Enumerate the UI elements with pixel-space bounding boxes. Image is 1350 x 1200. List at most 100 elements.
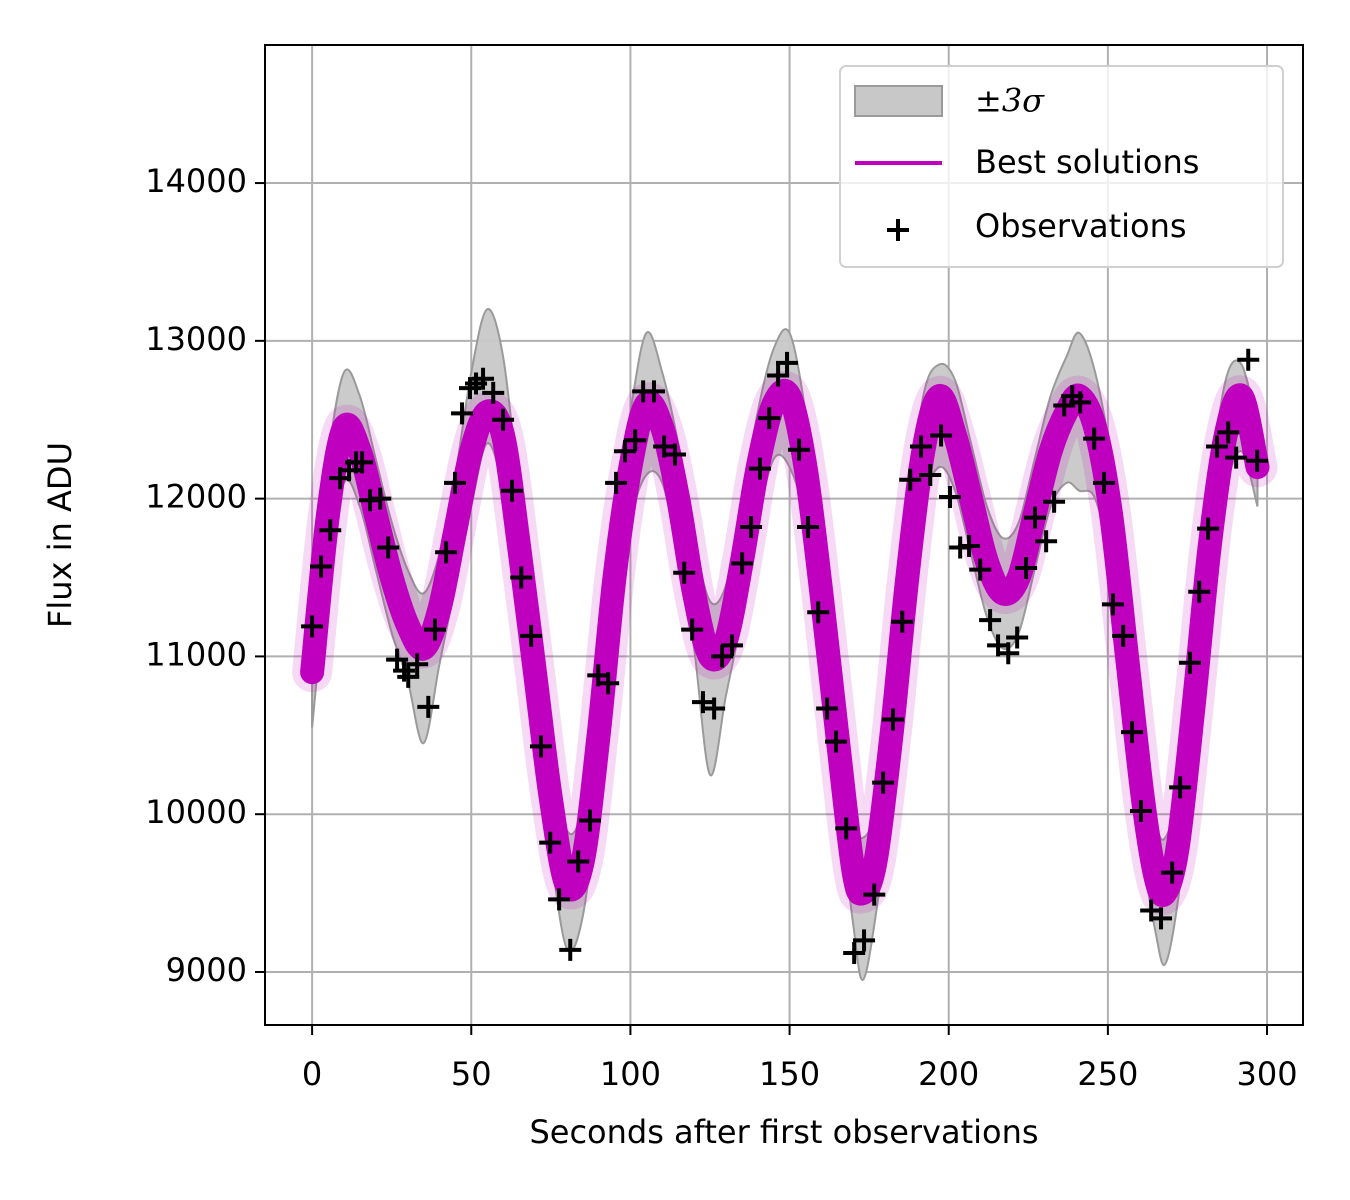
x-tick-label: 0 (302, 1055, 322, 1093)
observation-marker (548, 888, 571, 911)
observation-marker (559, 938, 582, 961)
observation-marker (797, 516, 820, 539)
observation-marker (1161, 861, 1184, 884)
observation-marker (1035, 530, 1058, 553)
observation-marker (578, 809, 601, 832)
observation-marker (1043, 490, 1066, 513)
x-axis-label: Seconds after first observations (529, 1113, 1038, 1151)
y-axis-label: Flux in ADU (41, 442, 79, 628)
observation-marker (567, 850, 590, 873)
observation-marker (1237, 348, 1260, 371)
observation-marker (882, 708, 905, 731)
observation-marker (720, 634, 743, 657)
observation-marker (681, 618, 704, 641)
observation-marker (1246, 449, 1269, 472)
observation-marker (501, 479, 524, 502)
observation-marker (614, 440, 637, 463)
legend-label: Best solutions (975, 143, 1199, 181)
observation-marker (919, 463, 942, 486)
observation-marker (377, 536, 400, 559)
observation-marker (767, 364, 790, 387)
observation-marker (891, 610, 914, 633)
legend-label: ±3σ (975, 82, 1045, 120)
observation-marker (482, 381, 505, 404)
observation-marker (1015, 557, 1038, 580)
observation-marker (853, 929, 876, 952)
x-tick-label: 300 (1236, 1055, 1297, 1093)
y-tick-label: 9000 (166, 951, 247, 989)
observation-marker (711, 645, 734, 668)
observation-marker (740, 516, 763, 539)
observation-marker (872, 771, 895, 794)
observation-marker (863, 883, 886, 906)
observation-marker (1069, 391, 1092, 414)
observation-marker (642, 380, 665, 403)
observation-marker (1129, 800, 1152, 823)
observation-marker (997, 642, 1020, 665)
observation-marker (748, 457, 771, 480)
observation-marker (899, 468, 922, 491)
observation-marker (703, 697, 726, 720)
observation-marker (472, 367, 495, 390)
y-tick-label: 11000 (145, 635, 247, 673)
observation-marker (386, 648, 409, 671)
observation-marker (930, 424, 953, 447)
observation-marker (1225, 446, 1248, 469)
observation-marker (835, 817, 858, 840)
observation-marker (938, 486, 961, 509)
observation-marker (1112, 624, 1135, 647)
legend-label: Observations (975, 207, 1187, 245)
x-tick-label: 100 (600, 1055, 661, 1093)
observation-marker (673, 561, 696, 584)
observation-marker (369, 487, 392, 510)
observation-marker (691, 691, 714, 714)
observation-marker (807, 601, 830, 624)
observation-marker (435, 541, 458, 564)
observation-marker (1169, 776, 1192, 799)
observation-marker (529, 735, 552, 758)
observation-marker (958, 534, 981, 557)
observation-marker (539, 831, 562, 854)
observation-marker (1023, 506, 1046, 529)
x-tick-label: 250 (1077, 1055, 1138, 1093)
observation-marker (1093, 471, 1116, 494)
best-solutions-line (300, 379, 1270, 908)
observation-marker (816, 697, 839, 720)
legend-band-swatch (854, 85, 943, 117)
observation-marker (423, 618, 446, 641)
observation-marker (731, 552, 754, 575)
observation-marker (1150, 907, 1173, 930)
observation-marker (417, 695, 440, 718)
y-tick-label: 10000 (145, 793, 247, 831)
observation-marker (1121, 721, 1144, 744)
observation-marker (1179, 651, 1201, 674)
observation-marker (1006, 626, 1029, 649)
observation-marker (597, 672, 620, 695)
observation-marker (406, 653, 429, 676)
x-tick-label: 150 (759, 1055, 820, 1093)
observation-marker (301, 615, 324, 638)
observation-marker (1083, 427, 1106, 450)
observation-marker (351, 451, 374, 474)
legend-box (839, 65, 1284, 268)
plot-frame (264, 44, 1304, 1026)
observation-marker (605, 471, 628, 494)
observation-marker (788, 438, 811, 461)
y-tick-label: 14000 (145, 162, 247, 200)
observation-marker (910, 435, 933, 458)
observation-marker (510, 566, 533, 589)
observation-marker (758, 407, 781, 430)
x-tick-label: 200 (918, 1055, 979, 1093)
observation-marker (310, 555, 333, 578)
y-tick-label: 13000 (145, 320, 247, 358)
observation-marker (843, 942, 866, 965)
observation-marker (451, 402, 474, 425)
observation-marker (1197, 517, 1220, 540)
observation-marker (492, 408, 515, 431)
observation-marker (1217, 421, 1240, 444)
observation-marker (319, 519, 342, 542)
observation-marker (663, 443, 686, 466)
observation-marker (1206, 435, 1229, 458)
observation-marker (444, 471, 467, 494)
